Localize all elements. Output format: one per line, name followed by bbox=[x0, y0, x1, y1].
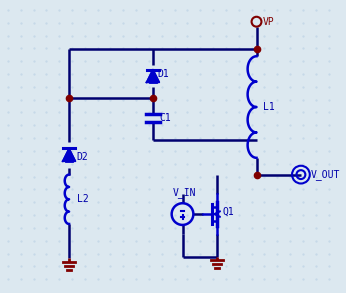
Text: D2: D2 bbox=[76, 152, 88, 162]
Text: V_OUT: V_OUT bbox=[311, 169, 340, 180]
Polygon shape bbox=[146, 69, 160, 82]
Polygon shape bbox=[63, 149, 75, 161]
Text: L1: L1 bbox=[263, 102, 275, 112]
Text: D1: D1 bbox=[158, 69, 170, 79]
Text: C1: C1 bbox=[160, 113, 172, 123]
Text: L2: L2 bbox=[77, 194, 89, 204]
Text: VP: VP bbox=[262, 17, 274, 27]
Text: V_IN: V_IN bbox=[173, 187, 196, 198]
Text: Q1: Q1 bbox=[223, 207, 235, 217]
